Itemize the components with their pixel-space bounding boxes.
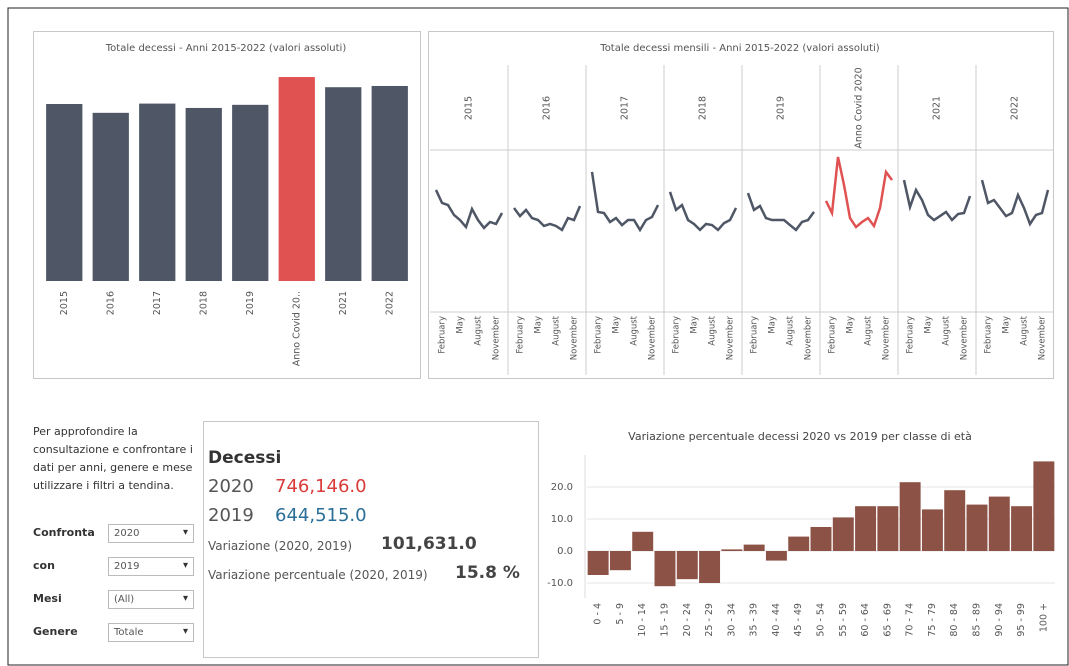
x-tick-label: 5 - 9 [615, 603, 626, 625]
bar [988, 496, 1010, 551]
bar [721, 549, 743, 551]
x-tick-label: 75 - 79 [927, 603, 938, 637]
x-tick-label: 20 - 24 [682, 603, 693, 637]
bar [765, 551, 787, 561]
y-tick-label: -10.0 [547, 578, 573, 589]
x-tick-label: 30 - 34 [726, 603, 737, 637]
bar [676, 551, 698, 580]
bar [855, 506, 877, 551]
filter-dropdown[interactable]: Totale [108, 623, 194, 642]
chart-frame [33, 31, 421, 379]
x-tick-label: 10 - 14 [637, 603, 648, 637]
filter-label: Confronta [33, 526, 95, 539]
x-tick-label: 70 - 74 [905, 603, 916, 637]
x-tick-label: 100 + [1038, 603, 1049, 632]
percent-label: Variazione percentuale (2020, 2019) [208, 568, 428, 582]
bar [877, 506, 899, 551]
x-tick-label: 15 - 19 [660, 603, 671, 637]
filter-label: Mesi [33, 592, 62, 605]
bar [921, 509, 943, 551]
y-tick-label: 20.0 [551, 482, 573, 493]
bar [743, 544, 765, 551]
x-tick-label: 95 - 99 [1016, 603, 1027, 637]
summary-year: 2020 [208, 476, 254, 497]
bar [654, 551, 676, 587]
chart-title: Variazione percentuale decessi 2020 vs 2… [628, 430, 972, 443]
bar [632, 531, 654, 551]
variation-value: 101,631.0 [381, 534, 477, 554]
bar [944, 490, 966, 551]
bar [966, 504, 988, 551]
bar [699, 551, 721, 583]
filter-label: con [33, 559, 55, 572]
x-tick-label: 25 - 29 [704, 603, 715, 637]
summary-value: 644,515.0 [275, 505, 367, 526]
x-tick-label: 65 - 69 [882, 603, 893, 637]
summary-title: Decessi [208, 448, 282, 468]
bar [1033, 461, 1055, 551]
x-tick-label: 35 - 39 [749, 603, 760, 637]
x-tick-label: 85 - 89 [972, 603, 983, 637]
y-tick-label: 10.0 [551, 514, 573, 525]
bar [899, 482, 921, 551]
filter-dropdown[interactable]: (All) [108, 590, 194, 609]
bar [609, 551, 631, 571]
bar [810, 527, 832, 551]
summary-year: 2019 [208, 505, 254, 526]
filter-dropdown[interactable]: 2020 [108, 524, 194, 543]
summary-value: 746,146.0 [275, 476, 367, 497]
bar [587, 551, 609, 575]
x-tick-label: 55 - 59 [838, 603, 849, 637]
bar [1011, 506, 1033, 551]
x-tick-label: 60 - 64 [860, 603, 871, 637]
percent-value: 15.8 % [455, 563, 520, 583]
chart-frame [428, 31, 1054, 379]
x-tick-label: 40 - 44 [771, 603, 782, 637]
bar [832, 517, 854, 551]
x-tick-label: 50 - 54 [816, 603, 827, 637]
y-tick-label: 0.0 [557, 546, 573, 557]
x-tick-label: 0 - 4 [593, 603, 604, 625]
intro-text: Per approfondire la consultazione e conf… [33, 425, 193, 492]
x-tick-label: 90 - 94 [994, 603, 1005, 637]
filter-label: Genere [33, 625, 78, 638]
filter-dropdown[interactable]: 2019 [108, 557, 194, 576]
x-tick-label: 80 - 84 [949, 603, 960, 637]
x-tick-label: 45 - 49 [793, 603, 804, 637]
bar [788, 536, 810, 551]
variation-label: Variazione (2020, 2019) [208, 539, 353, 553]
